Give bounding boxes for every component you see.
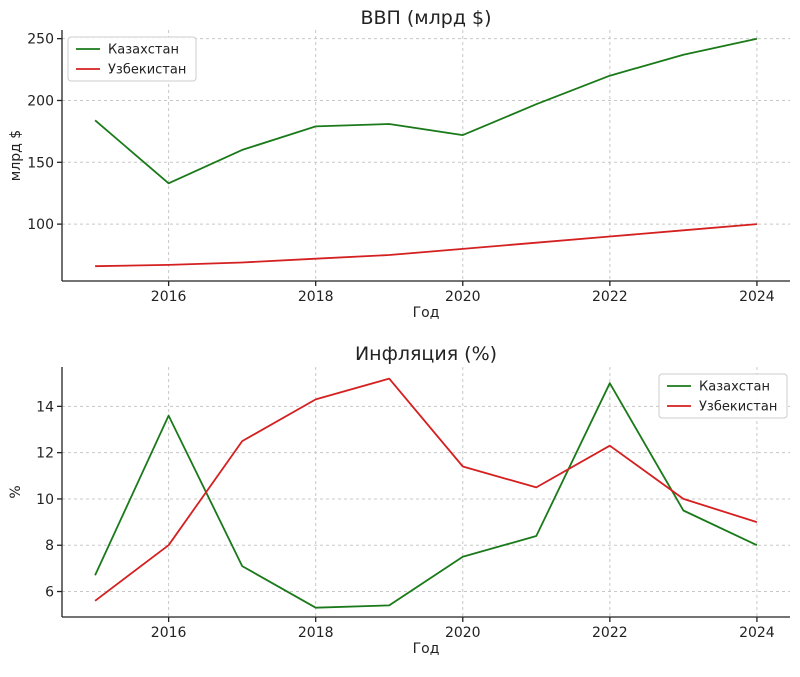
legend-entry-label: Узбекистан xyxy=(699,400,777,415)
series-line-1 xyxy=(94,37,758,185)
legend-box xyxy=(67,36,197,82)
y-tick-label: 200 xyxy=(27,93,54,109)
y-tick-label: 14 xyxy=(36,399,54,415)
x-tick-label: 2024 xyxy=(739,625,775,641)
x-tick-label: 2018 xyxy=(298,289,334,305)
chart-panel-1: 2016 2018 2020 2022 2024 100 150 200 250 ВВП (млр… xyxy=(8,7,790,321)
legend-box xyxy=(658,373,788,419)
x-tick-label: 2020 xyxy=(445,625,481,641)
y-tick-label: 12 xyxy=(36,446,54,462)
chart-title: Инфляция (%) xyxy=(355,343,497,365)
legend: Казахстан Узбекистан xyxy=(67,36,197,82)
legend: Казахстан Узбекистан xyxy=(658,373,788,419)
y-axis-label: % xyxy=(8,485,24,498)
series-line-2 xyxy=(94,377,758,602)
x-tick-label: 2016 xyxy=(151,289,187,305)
chart-panel-2: 2016 2018 2020 2022 2024 6 8 10 12 14 Инфляция (%)… xyxy=(8,343,790,657)
x-tick-label: 2022 xyxy=(592,289,628,305)
x-tick-label: 2022 xyxy=(592,625,628,641)
chart-title: ВВП (млрд $) xyxy=(360,7,491,29)
legend-entry-label: Узбекистан xyxy=(108,63,186,78)
series-line-2 xyxy=(95,223,757,268)
x-tick-label: 2016 xyxy=(151,625,187,641)
y-tick-label: 6 xyxy=(45,585,54,601)
y-tick-label: 250 xyxy=(27,32,54,48)
legend-entry-label: Казахстан xyxy=(108,43,179,58)
y-tick-label: 10 xyxy=(36,492,54,508)
x-tick-label: 2024 xyxy=(739,289,775,305)
x-axis-label: Год xyxy=(413,305,440,321)
x-tick-label: 2020 xyxy=(445,289,481,305)
y-tick-label: 150 xyxy=(27,155,54,171)
x-axis-label: Год xyxy=(413,641,440,657)
y-axis-label: млрд $ xyxy=(8,130,24,181)
series-line-1 xyxy=(94,382,758,609)
x-tick-label: 2018 xyxy=(298,625,334,641)
y-tick-label: 100 xyxy=(27,217,54,233)
legend-entry-label: Казахстан xyxy=(699,380,770,395)
y-tick-label: 8 xyxy=(45,538,54,554)
